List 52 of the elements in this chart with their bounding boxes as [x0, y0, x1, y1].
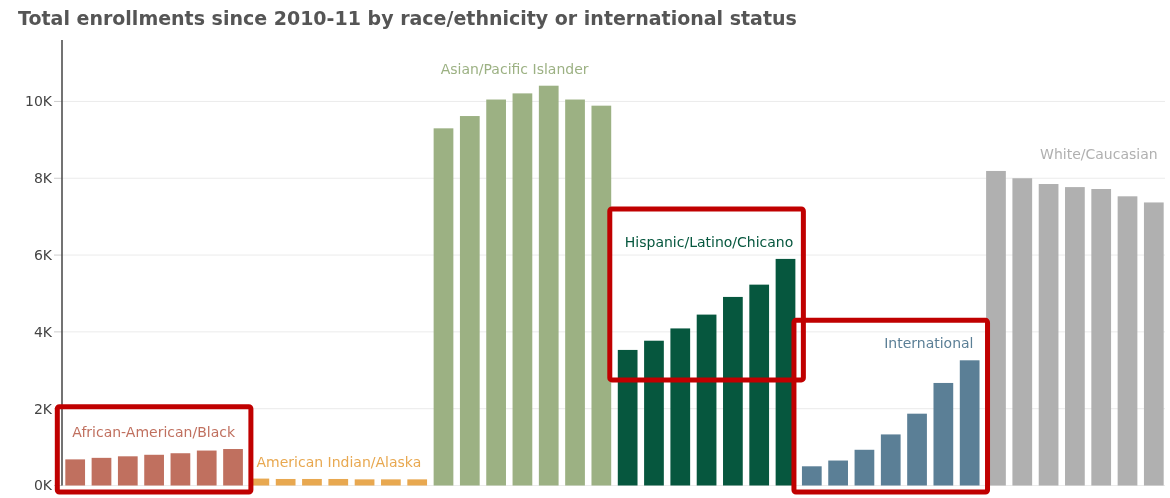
bar — [302, 478, 322, 486]
bar — [459, 116, 480, 486]
series-label: Asian/Pacific Islander — [440, 60, 589, 77]
y-tick-label: 10K — [25, 93, 53, 110]
bar — [196, 450, 217, 486]
bar — [170, 453, 191, 486]
y-tick-label: 0K — [33, 477, 53, 494]
bar — [696, 314, 717, 486]
bar — [117, 456, 138, 486]
bar — [723, 296, 743, 486]
bar — [275, 478, 296, 486]
bar — [854, 449, 875, 486]
bar — [381, 479, 401, 486]
series-label: American Indian/Alaska — [256, 453, 422, 470]
bar — [1065, 187, 1085, 486]
series-label: International — [884, 335, 974, 352]
bar — [933, 382, 954, 486]
bar — [1143, 202, 1164, 486]
bar — [407, 479, 428, 486]
series-label: African-American/Black — [72, 424, 236, 441]
bar — [907, 413, 927, 486]
bar — [538, 85, 559, 486]
bar — [433, 128, 454, 486]
y-tick-label: 6K — [33, 246, 53, 263]
bar — [1012, 178, 1033, 486]
bar — [801, 466, 822, 486]
bar — [644, 340, 664, 486]
bar — [670, 328, 691, 486]
bar — [91, 457, 112, 486]
bar — [617, 349, 638, 486]
chart-title: Total enrollments since 2010-11 by race/ethnicity or international status — [18, 7, 797, 29]
bar — [354, 479, 375, 486]
bar — [828, 460, 848, 486]
bar — [223, 449, 243, 486]
bar — [591, 105, 612, 486]
y-tick-label: 2K — [33, 400, 53, 417]
bar — [512, 93, 533, 486]
series-label: Hispanic/Latino/Chicano — [624, 233, 794, 250]
bar — [328, 478, 349, 486]
y-tick-label: 4K — [33, 323, 53, 340]
bar — [749, 284, 770, 486]
bar — [880, 434, 901, 486]
bar — [1091, 189, 1112, 486]
bar — [486, 99, 506, 486]
bar — [65, 459, 86, 486]
series-label: White/Caucasian — [1040, 145, 1158, 162]
bar — [144, 454, 164, 486]
bar — [565, 99, 585, 486]
bar — [959, 360, 980, 486]
bar — [1117, 196, 1138, 486]
y-tick-label: 8K — [33, 170, 53, 187]
bar — [1038, 184, 1059, 486]
